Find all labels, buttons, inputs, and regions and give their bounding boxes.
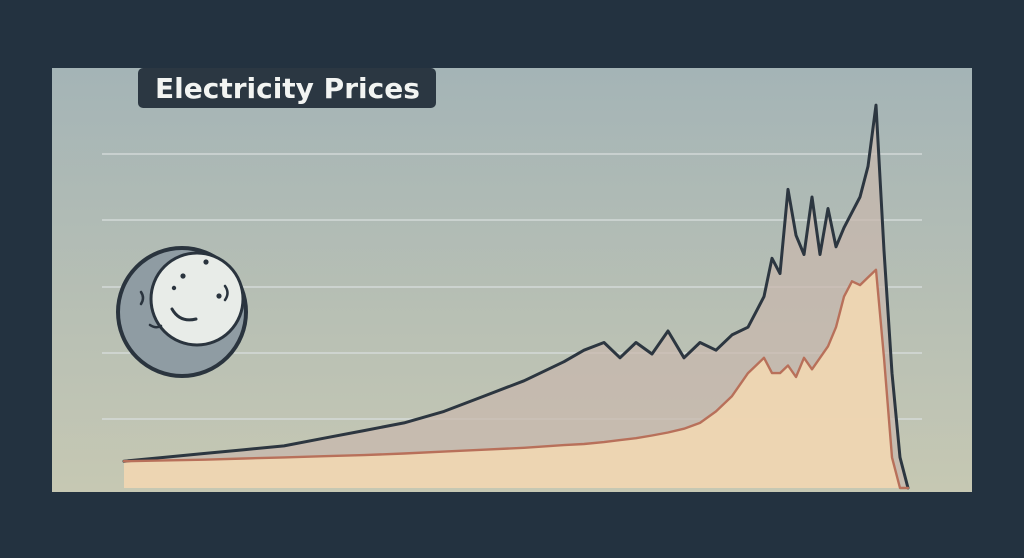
series-lines [122, 103, 910, 490]
moon-icon [116, 246, 248, 378]
series-0-line [122, 103, 910, 490]
title-pill: Electricity Prices [138, 68, 436, 108]
chart-title: Electricity Prices [155, 72, 420, 105]
series-1-line [122, 268, 910, 490]
series-0-area [124, 105, 908, 488]
series-1-area [124, 269, 908, 488]
series-areas [124, 105, 908, 488]
